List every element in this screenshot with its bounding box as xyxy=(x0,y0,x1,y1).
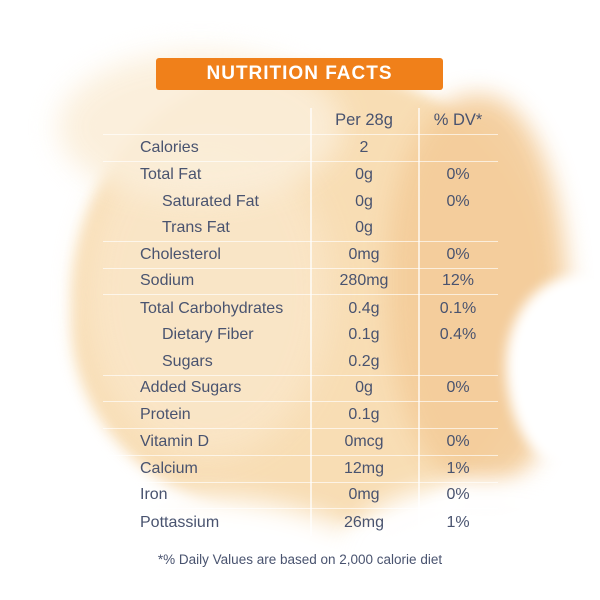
row-label: Iron xyxy=(140,486,168,504)
row-label: Sugars xyxy=(162,352,213,370)
column-separator-left xyxy=(310,108,312,536)
column-header-dv: % DV* xyxy=(433,111,483,130)
row-dv: 0.4% xyxy=(439,326,477,344)
row-dv: 0% xyxy=(446,245,470,263)
table-body: Calories 2 Total Fat 0g 0% Saturated Fat 0g 0% T… xyxy=(103,135,498,536)
row-label: Pottassium xyxy=(140,513,220,531)
row-label: Total Carbohydrates xyxy=(140,299,284,317)
table-row: Cholesterol 0mg 0% xyxy=(103,242,498,269)
table-row: Saturated Fat 0g 0% xyxy=(103,188,498,215)
row-dv: 1% xyxy=(446,459,470,477)
row-amount: 0g xyxy=(355,165,373,183)
row-amount: 0.4g xyxy=(348,299,380,317)
table-row: Iron 0mg 0% xyxy=(103,483,498,510)
table-row: Calcium 12mg 1% xyxy=(103,456,498,483)
watercolor-white-notch-right xyxy=(506,276,600,461)
row-amount: 0g xyxy=(355,218,373,236)
column-separator-right xyxy=(418,108,420,536)
title-banner: NUTRITION FACTS xyxy=(156,58,443,90)
row-label: Calcium xyxy=(140,459,198,477)
table-row: Vitamin D 0mcg 0% xyxy=(103,429,498,456)
table-row: Added Sugars 0g 0% xyxy=(103,376,498,403)
row-label: Added Sugars xyxy=(140,379,242,397)
row-amount: 0mg xyxy=(348,486,380,504)
table-row: Sodium 280mg 12% xyxy=(103,269,498,296)
table-row: Protein 0.1g xyxy=(103,402,498,429)
table-row: Total Carbohydrates 0.4g 0.1% xyxy=(103,295,498,322)
row-label: Protein xyxy=(140,406,191,424)
table-row: Pottassium 26mg 1% xyxy=(103,509,498,536)
table-header-row: Per 28g % DV* xyxy=(103,108,498,135)
row-amount: 0g xyxy=(355,379,373,397)
row-label: Trans Fat xyxy=(162,218,230,236)
table-row: Dietary Fiber 0.1g 0.4% xyxy=(103,322,498,349)
table-row: Calories 2 xyxy=(103,135,498,162)
row-dv: 0% xyxy=(446,192,470,210)
row-amount: 280mg xyxy=(339,272,389,290)
row-dv: 1% xyxy=(446,513,470,531)
row-dv: 0% xyxy=(446,379,470,397)
row-label: Total Fat xyxy=(140,165,202,183)
page-title: NUTRITION FACTS xyxy=(206,63,393,84)
row-amount: 26mg xyxy=(343,513,385,531)
row-label: Dietary Fiber xyxy=(162,326,254,344)
row-dv: 0% xyxy=(446,432,470,450)
row-label: Sodium xyxy=(140,272,195,290)
nutrition-table: Per 28g % DV* Calories 2 Total Fat 0g 0% Satu… xyxy=(103,108,498,536)
row-label: Vitamin D xyxy=(140,432,210,450)
row-amount: 0.1g xyxy=(348,406,380,424)
row-dv: 0% xyxy=(446,165,470,183)
table-row: Total Fat 0g 0% xyxy=(103,162,498,189)
footnote: *% Daily Values are based on 2,000 calor… xyxy=(157,552,443,567)
row-dv: 0% xyxy=(446,486,470,504)
row-label: Calories xyxy=(140,138,199,156)
row-label: Cholesterol xyxy=(140,245,221,263)
row-dv: 0.1% xyxy=(439,299,477,317)
table-row: Trans Fat 0g xyxy=(103,215,498,242)
row-amount: 0.1g xyxy=(348,326,380,344)
column-header-per-28g: Per 28g xyxy=(335,111,393,130)
row-label: Saturated Fat xyxy=(162,192,259,210)
table-row: Sugars 0.2g xyxy=(103,349,498,376)
row-amount: 0.2g xyxy=(348,352,380,370)
row-amount: 0g xyxy=(355,192,373,210)
row-dv: 12% xyxy=(441,272,475,290)
row-amount: 0mcg xyxy=(344,432,384,450)
row-amount: 12mg xyxy=(343,459,385,477)
row-amount: 2 xyxy=(359,138,369,156)
row-amount: 0mg xyxy=(348,245,380,263)
